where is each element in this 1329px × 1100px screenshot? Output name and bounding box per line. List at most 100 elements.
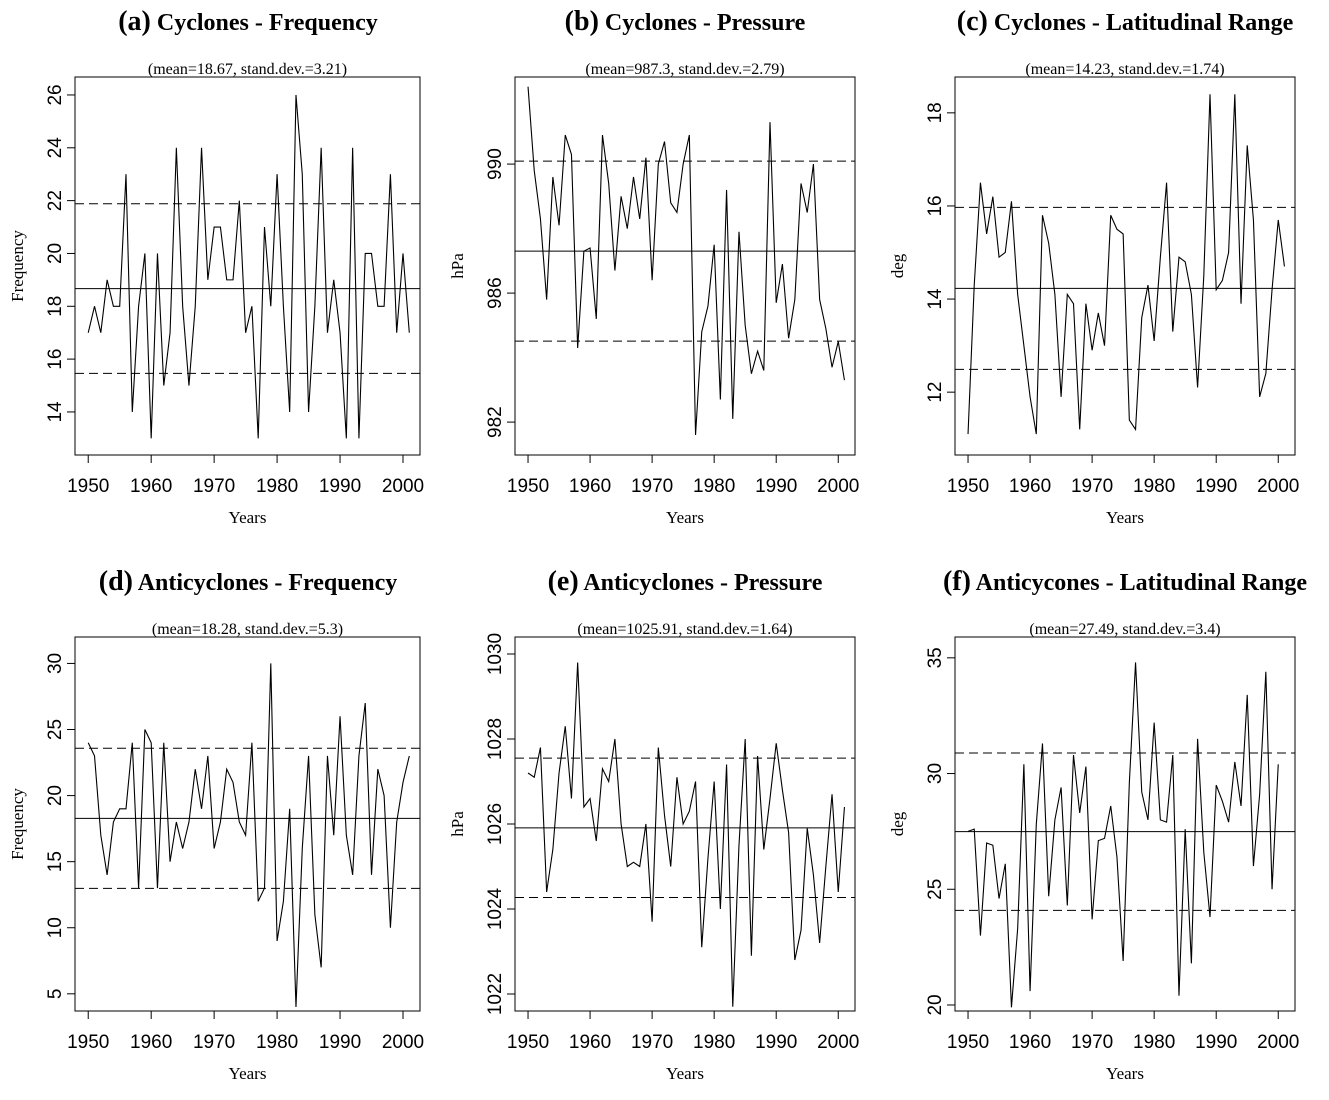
y-tick-label: 1026 bbox=[485, 803, 506, 845]
y-tick-label: 16 bbox=[45, 349, 66, 370]
panel-title: (e) Anticyclones - Pressure bbox=[548, 566, 823, 597]
x-tick-label: 1970 bbox=[631, 476, 673, 497]
x-tick-label: 1950 bbox=[67, 476, 109, 497]
x-tick-label: 1970 bbox=[1071, 476, 1113, 497]
x-tick-label: 1960 bbox=[569, 476, 611, 497]
x-tick-label: 1980 bbox=[693, 476, 735, 497]
y-tick-label: 22 bbox=[45, 190, 66, 211]
y-tick-label: 18 bbox=[925, 102, 946, 123]
x-tick-label: 1990 bbox=[755, 476, 797, 497]
x-tick-label: 1960 bbox=[130, 476, 172, 497]
subtitle: (mean=1025.91, stand.dev.=1.64) bbox=[577, 621, 792, 638]
x-tick-label: 1950 bbox=[947, 1032, 989, 1053]
y-tick-label: 25 bbox=[925, 879, 946, 900]
y-tick-label: 1030 bbox=[485, 633, 506, 675]
subtitle: (mean=14.23, stand.dev.=1.74) bbox=[1025, 61, 1224, 78]
panel-title: (b) Cyclones - Pressure bbox=[565, 6, 806, 37]
plot-frame bbox=[514, 636, 856, 1012]
y-tick-label: 986 bbox=[485, 277, 506, 309]
x-tick-label: 1960 bbox=[1009, 476, 1051, 497]
plot-frame bbox=[514, 76, 856, 456]
title-text: Anticyclones - Frequency bbox=[133, 570, 397, 596]
y-tick-label: 30 bbox=[45, 653, 66, 674]
x-axis-label: Years bbox=[1106, 1064, 1144, 1083]
title-text: Anticycones - Latitudinal Range bbox=[971, 570, 1307, 596]
y-tick-label: 14 bbox=[45, 401, 66, 423]
y-axis-label: Frequency bbox=[8, 788, 27, 860]
y-tick-label: 1024 bbox=[485, 887, 506, 930]
data-line bbox=[87, 94, 410, 439]
x-tick-label: 2000 bbox=[817, 1032, 859, 1053]
panel-label: (a) bbox=[118, 6, 151, 37]
panel-title: (a) Cyclones - Frequency bbox=[118, 6, 378, 37]
plot-frame bbox=[74, 636, 421, 1012]
panel-label: (d) bbox=[99, 566, 133, 597]
x-tick-label: 2000 bbox=[1257, 476, 1299, 497]
x-tick-label: 2000 bbox=[1257, 1032, 1299, 1053]
y-tick-label: 12 bbox=[925, 382, 946, 403]
x-tick-label: 1980 bbox=[693, 1032, 735, 1053]
x-axis-label: Years bbox=[1106, 508, 1144, 527]
x-axis-label: Years bbox=[229, 508, 267, 527]
x-axis-label: Years bbox=[666, 508, 704, 527]
y-tick-label: 20 bbox=[925, 994, 946, 1015]
x-tick-label: 1980 bbox=[256, 476, 298, 497]
x-tick-label: 1960 bbox=[130, 1032, 172, 1053]
x-tick-label: 1960 bbox=[1009, 1032, 1051, 1053]
x-tick-label: 1990 bbox=[1195, 1032, 1237, 1053]
x-axis-label: Years bbox=[229, 1064, 267, 1083]
title-text: Anticyclones - Pressure bbox=[579, 570, 823, 596]
x-tick-label: 1960 bbox=[569, 1032, 611, 1053]
subtitle: (mean=27.49, stand.dev.=3.4) bbox=[1029, 621, 1220, 638]
y-tick-label: 25 bbox=[45, 719, 66, 740]
x-tick-label: 1990 bbox=[319, 1032, 361, 1053]
x-tick-label: 2000 bbox=[382, 476, 424, 497]
data-line bbox=[967, 662, 1279, 1008]
data-line bbox=[87, 663, 410, 1008]
panel-title: (d) Anticyclones - Frequency bbox=[99, 566, 397, 597]
y-tick-label: 35 bbox=[925, 647, 946, 668]
x-tick-label: 1970 bbox=[1071, 1032, 1113, 1053]
x-tick-label: 2000 bbox=[817, 476, 859, 497]
x-tick-label: 1950 bbox=[67, 1032, 109, 1053]
y-tick-label: 20 bbox=[45, 243, 66, 264]
x-tick-label: 1970 bbox=[193, 1032, 235, 1053]
y-tick-label: 26 bbox=[45, 84, 66, 105]
title-text: Cyclones - Frequency bbox=[151, 10, 378, 36]
data-line bbox=[527, 662, 845, 1007]
y-tick-label: 20 bbox=[45, 785, 66, 806]
y-tick-label: 18 bbox=[45, 296, 66, 317]
x-tick-label: 1970 bbox=[193, 476, 235, 497]
y-tick-label: 10 bbox=[45, 917, 66, 938]
y-tick-label: 1022 bbox=[485, 973, 506, 1015]
y-tick-label: 982 bbox=[485, 406, 506, 438]
panel-label: (b) bbox=[565, 6, 599, 37]
x-tick-label: 1970 bbox=[631, 1032, 673, 1053]
y-tick-label: 1028 bbox=[485, 718, 506, 760]
y-tick-label: 15 bbox=[45, 851, 66, 872]
x-tick-label: 1950 bbox=[507, 1032, 549, 1053]
panel-title: (f) Anticycones - Latitudinal Range bbox=[943, 566, 1307, 597]
plot-frame bbox=[74, 76, 421, 456]
y-tick-label: 16 bbox=[925, 195, 946, 216]
y-tick-label: 30 bbox=[925, 763, 946, 784]
x-tick-label: 1980 bbox=[256, 1032, 298, 1053]
panel-label: (e) bbox=[548, 566, 579, 597]
y-axis-label: hPa bbox=[448, 253, 467, 279]
y-axis-label: hPa bbox=[448, 811, 467, 837]
y-tick-label: 990 bbox=[485, 148, 506, 180]
y-axis-label: Frequency bbox=[8, 230, 27, 302]
x-tick-label: 1990 bbox=[1195, 476, 1237, 497]
data-line bbox=[527, 86, 845, 436]
y-axis-label: deg bbox=[888, 253, 907, 278]
subtitle: (mean=18.28, stand.dev.=5.3) bbox=[152, 621, 343, 638]
plot-frame bbox=[954, 76, 1296, 456]
y-tick-label: 24 bbox=[45, 137, 66, 159]
x-tick-label: 1990 bbox=[319, 476, 361, 497]
data-line bbox=[967, 94, 1285, 435]
subtitle: (mean=987.3, stand.dev.=2.79) bbox=[585, 61, 784, 78]
y-axis-label: deg bbox=[888, 811, 907, 836]
x-tick-label: 1980 bbox=[1133, 1032, 1175, 1053]
x-tick-label: 1990 bbox=[755, 1032, 797, 1053]
